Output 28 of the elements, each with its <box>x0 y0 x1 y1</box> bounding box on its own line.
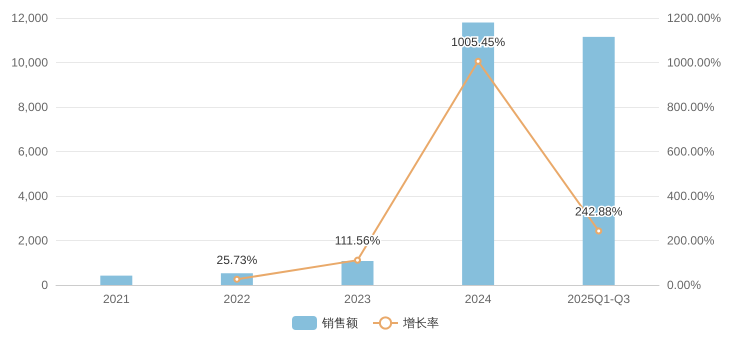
y2-tick-label: 200.00% <box>667 234 715 248</box>
y2-tick-label: 400.00% <box>667 189 715 203</box>
y2-tick-label: 0.00% <box>667 278 702 292</box>
bar <box>100 276 132 285</box>
y-tick-label: 8,000 <box>18 100 48 114</box>
point <box>474 58 482 65</box>
x-tick-label: 2023 <box>344 292 372 306</box>
legend-label: 增长率 <box>402 316 439 330</box>
y-tick-label: 0 <box>41 278 48 292</box>
x-tick-label: 2024 <box>464 292 492 306</box>
y-tick-label: 4,000 <box>18 189 48 203</box>
point <box>354 256 361 264</box>
x-tick-label: 2021 <box>102 292 130 306</box>
y2-tick-label: 1000.00% <box>667 56 722 70</box>
x-tick-label: 2025Q1-Q3 <box>567 292 630 306</box>
y2-tick-label: 600.00% <box>667 144 715 158</box>
y-tick-label: 10,000 <box>11 56 48 70</box>
point <box>233 276 240 283</box>
y-tick-label: 12,000 <box>11 11 48 25</box>
bar <box>342 260 374 285</box>
x-tick-label: 2022 <box>224 292 251 306</box>
y-tick-label: 6,000 <box>18 144 48 158</box>
y2-tick-label: 800.00% <box>667 100 715 114</box>
y-tick-label: 2,000 <box>18 234 48 248</box>
data-label: 25.73% <box>216 252 258 267</box>
y2-tick-label: 1200.00% <box>667 11 722 25</box>
legend-label: 销售额 <box>321 316 358 330</box>
point <box>595 227 602 234</box>
